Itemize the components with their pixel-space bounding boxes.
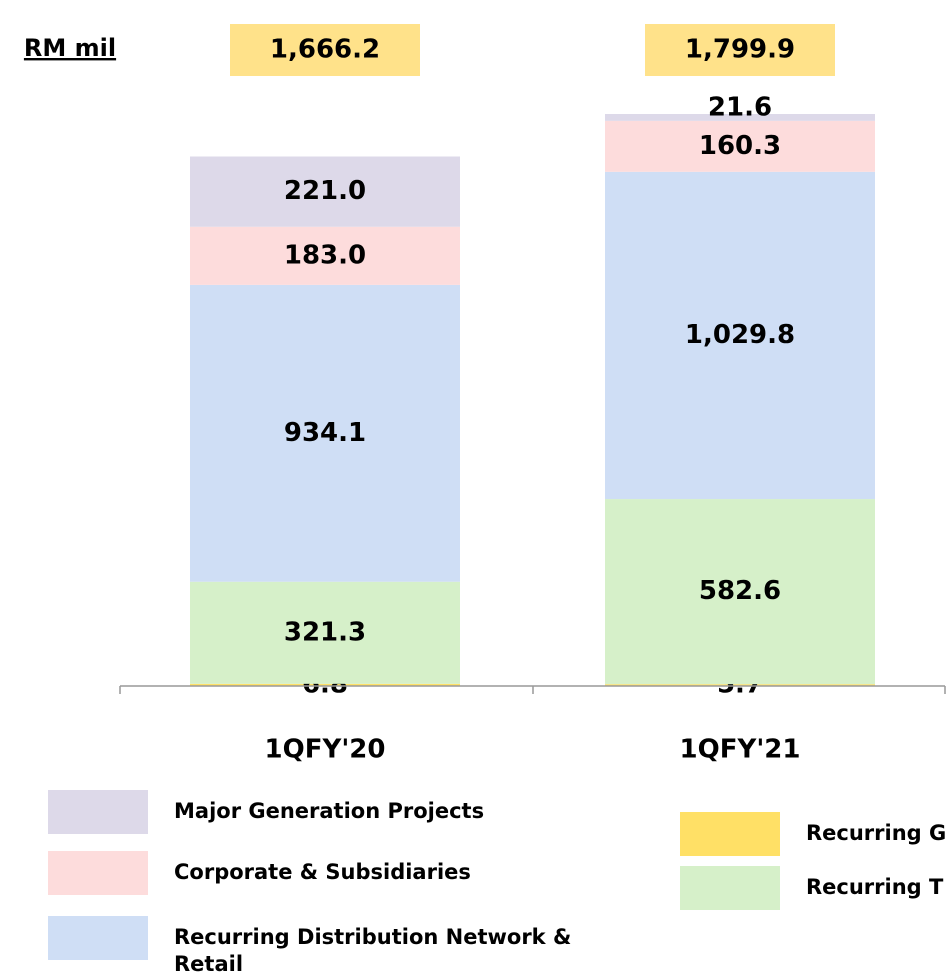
data-label: 934.1 [284,418,366,448]
data-label: 183.0 [284,240,366,270]
bar-segment [605,120,875,172]
data-label: 321.3 [284,617,366,647]
bar-segment [605,499,875,685]
total-label: 1,666.2 [270,35,380,65]
legend-item: Recurring T [680,866,952,910]
bar-segment [605,114,875,121]
bar-segment [190,284,460,582]
x-tick-label: 1QFY'20 [265,735,386,765]
legend-label: Recurring Distribution Network & Retail [174,925,572,976]
legend-swatch [680,866,780,910]
legend-item: Recurring G [680,812,952,856]
bar-segment [190,683,460,686]
legend-swatch [48,790,148,834]
bar-segment [190,156,460,227]
total-box [230,24,420,76]
legend-label: Recurring T [806,875,944,899]
unit-label: RM mil [24,34,116,62]
data-label: 160.3 [699,131,781,161]
total-box [645,24,835,76]
legend-swatch [48,851,148,895]
data-label: 582.6 [699,576,781,606]
bar-segment [190,581,460,684]
legend-item: Corporate & Subsidiaries [48,851,644,895]
x-tick-label: 1QFY'21 [680,735,801,765]
bar-segment [605,171,875,500]
legend-label: Major Generation Projects [174,799,485,823]
legend-label: Recurring G [806,821,947,845]
total-label: 1,799.9 [685,35,795,65]
legend-item: Major Generation Projects [48,790,644,834]
legend-item: Recurring Distribution Network & Retail [48,916,644,978]
legend-swatch [680,812,780,856]
bar-segment [190,226,460,285]
legend-label: Corporate & Subsidiaries [174,860,471,884]
data-label: 1,029.8 [685,320,795,350]
legend-swatch [48,916,148,960]
data-label: 221.0 [284,176,366,206]
data-label: 21.6 [708,93,772,123]
bar-segment [605,684,875,686]
